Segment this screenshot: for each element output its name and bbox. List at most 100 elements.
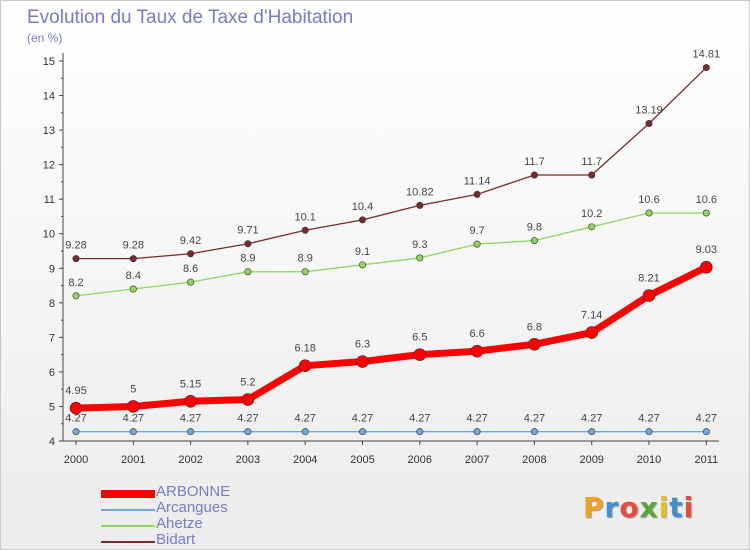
legend-label-ahetze: Ahetze: [156, 515, 203, 532]
data-label-bidart: 10.82: [406, 186, 434, 198]
legend-swatch-bidart: [101, 541, 155, 543]
data-label-ahetze: 9.7: [469, 225, 484, 237]
data-label-arcangues: 4.27: [294, 413, 315, 425]
data-label-bidart: 11.7: [524, 156, 545, 168]
data-label-ahetze: 8.9: [240, 253, 255, 265]
data-label-arbonne: 6.3: [355, 339, 370, 351]
data-label-arcangues: 4.27: [638, 413, 659, 425]
data-label-arbonne: 4.95: [65, 385, 86, 397]
data-point-arbonne: [585, 326, 599, 339]
data-label-arcangues: 4.27: [524, 413, 545, 425]
data-point-bidart: [473, 190, 481, 198]
legend-swatch-arbonne: [101, 490, 155, 498]
x-tick-label: 2001: [121, 454, 145, 466]
y-tick-label: 7: [49, 332, 55, 344]
data-label-bidart: 9.71: [237, 225, 258, 237]
data-point-bidart: [301, 226, 309, 234]
data-point-arcangues: [358, 428, 366, 436]
data-label-ahetze: 9.3: [412, 239, 427, 251]
data-point-bidart: [187, 250, 195, 258]
data-label-arcangues: 4.27: [180, 413, 201, 425]
data-label-arbonne: 6.18: [294, 343, 315, 355]
logo-letter: t: [669, 491, 684, 524]
data-label-arbonne: 5.2: [240, 377, 255, 389]
data-label-arcangues: 4.27: [696, 413, 717, 425]
logo-letter: i: [658, 491, 670, 524]
data-point-arbonne: [69, 401, 83, 415]
x-tick-label: 2006: [408, 454, 432, 466]
y-tick-label: 9: [49, 263, 55, 275]
series-line-bidart: [75, 66, 707, 260]
x-tick-label: 2008: [522, 454, 546, 466]
data-label-bidart: 11.7: [581, 156, 602, 168]
data-label-bidart: 9.42: [180, 235, 201, 247]
logo-letter: i: [683, 491, 695, 524]
data-point-arcangues: [530, 428, 538, 436]
data-point-arcangues: [301, 428, 309, 436]
x-tick-label: 2004: [293, 454, 317, 466]
data-point-arbonne: [241, 393, 255, 406]
data-point-ahetze: [702, 209, 710, 217]
y-tick-label: 15: [43, 56, 55, 68]
x-tick-label: 2005: [350, 454, 374, 466]
y-tick-label: 12: [43, 160, 55, 172]
x-tick-label: 2011: [694, 454, 718, 466]
data-label-ahetze: 10.6: [638, 194, 659, 206]
data-label-arcangues: 4.27: [409, 413, 430, 425]
data-label-arbonne: 6.8: [527, 321, 542, 333]
data-label-arbonne: 5.15: [180, 378, 201, 390]
x-tick-label: 2009: [579, 454, 603, 466]
data-label-ahetze: 9.1: [355, 246, 370, 258]
legend-label-arbonne: ARBONNE: [156, 483, 231, 500]
data-point-arcangues: [473, 428, 481, 436]
data-point-bidart: [72, 255, 80, 263]
data-point-arbonne: [298, 359, 312, 372]
data-label-arcangues: 4.27: [352, 413, 373, 425]
data-label-bidart: 9.28: [123, 240, 144, 252]
data-point-ahetze: [244, 268, 252, 276]
series-line-ahetze: [75, 212, 707, 297]
data-label-arbonne: 6.5: [412, 332, 427, 344]
data-point-arcangues: [702, 428, 710, 436]
y-tick-label: 14: [43, 91, 55, 103]
data-label-bidart: 10.1: [294, 211, 315, 223]
data-label-ahetze: 10.2: [581, 208, 602, 220]
data-point-arcangues: [129, 428, 137, 436]
data-point-bidart: [129, 255, 137, 263]
data-point-bidart: [530, 171, 538, 179]
chart-subtitle: (en %): [27, 31, 63, 45]
data-label-bidart: 14.81: [693, 49, 721, 61]
data-point-ahetze: [416, 254, 424, 262]
data-point-bidart: [244, 240, 252, 248]
data-point-arcangues: [645, 428, 653, 436]
data-point-arbonne: [528, 337, 541, 351]
logo-letter: P: [583, 491, 605, 524]
data-point-ahetze: [530, 237, 538, 245]
data-label-ahetze: 10.6: [696, 194, 717, 206]
data-point-arcangues: [244, 428, 252, 436]
data-point-ahetze: [645, 209, 653, 217]
data-point-arbonne: [356, 355, 369, 368]
data-label-ahetze: 8.4: [126, 270, 141, 282]
data-label-bidart: 13.19: [635, 105, 663, 117]
logo-letter: o: [619, 491, 640, 524]
data-point-bidart: [588, 171, 596, 179]
logo-letter: r: [604, 491, 620, 524]
data-point-bidart: [416, 201, 424, 209]
data-label-arcangues: 4.27: [65, 413, 86, 425]
legend-swatch-arcangues: [101, 509, 155, 511]
chart-title: Evolution du Taux de Taxe d'Habitation: [27, 7, 354, 28]
data-point-arcangues: [416, 428, 424, 436]
data-label-arcangues: 4.27: [581, 413, 602, 425]
data-point-arbonne: [642, 289, 656, 302]
data-point-ahetze: [301, 268, 309, 276]
data-point-bidart: [702, 64, 710, 72]
proxiti-logo: Proxiti: [583, 491, 694, 524]
y-tick-label: 13: [43, 125, 55, 137]
data-point-ahetze: [187, 278, 195, 286]
x-tick-label: 2007: [465, 454, 489, 466]
data-label-arbonne: 5: [130, 383, 136, 395]
data-point-bidart: [645, 120, 653, 128]
